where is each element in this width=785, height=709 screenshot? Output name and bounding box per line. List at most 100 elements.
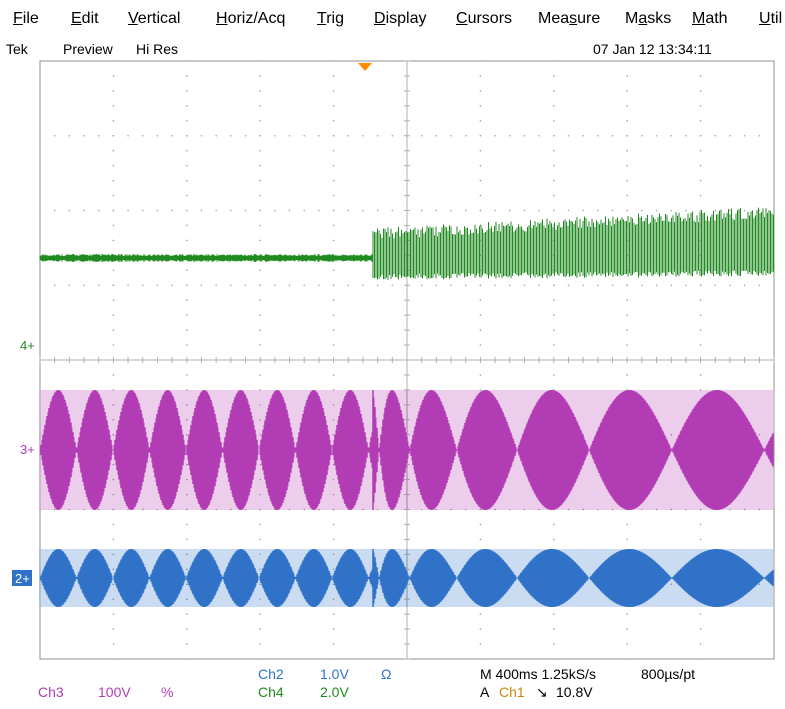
grid-dot: [538, 284, 540, 287]
grid-dot: [626, 179, 628, 182]
grid-dot: [230, 134, 232, 137]
ch3-scale-readout[interactable]: 100V: [98, 684, 131, 700]
grid-dot: [259, 75, 262, 77]
ch2-ground-marker[interactable]: 2+: [15, 571, 30, 586]
grid-dot: [186, 194, 188, 197]
grid-dot: [729, 134, 731, 137]
menu-horiz-acq[interactable]: Horiz/Acq: [216, 10, 286, 27]
grid-dot: [127, 134, 129, 137]
menu-masks[interactable]: Masks: [625, 10, 672, 27]
ch4-ground-marker[interactable]: 4+: [20, 338, 35, 353]
waveform-display[interactable]: 4+ 3+ 2+: [0, 60, 785, 660]
ch2-scale-readout[interactable]: 1.0V: [320, 666, 349, 682]
grid-dot: [553, 643, 555, 645]
menu-cursors[interactable]: Cursors: [456, 10, 513, 27]
grid-dot: [508, 134, 511, 137]
grid-dot: [288, 284, 291, 287]
menu-trig[interactable]: Trig: [317, 10, 344, 27]
ch4-waveform: [39, 207, 774, 280]
trigger-source-readout[interactable]: Ch1: [499, 684, 525, 700]
grid-dot: [141, 508, 144, 511]
grid-dot: [259, 120, 262, 122]
grid-dot: [582, 284, 584, 287]
grid-dot: [112, 344, 115, 346]
grid-dot: [626, 164, 628, 167]
grid-dot: [553, 613, 555, 615]
grid-dot: [244, 134, 247, 137]
grid-dot: [127, 209, 129, 212]
trigger-position-marker[interactable]: [358, 63, 372, 71]
menu-util[interactable]: Util: [759, 10, 783, 27]
grid-dot: [112, 643, 115, 645]
grid-dot: [538, 134, 540, 137]
ch2-readout-label[interactable]: Ch2: [258, 666, 284, 682]
grid-dot: [523, 209, 526, 212]
grid-dot: [479, 643, 482, 645]
grid-dot: [53, 284, 56, 287]
grid-dot: [332, 344, 335, 346]
grid-dot: [332, 374, 335, 376]
grid-dot: [758, 433, 761, 436]
acq-mode-label: Hi Res: [136, 41, 179, 57]
grid-dot: [553, 90, 555, 92]
grid-dot: [655, 209, 658, 212]
grid-dot: [538, 209, 540, 212]
ch4-readout-label[interactable]: Ch4: [258, 684, 284, 700]
ch2-marker-box[interactable]: [12, 570, 32, 586]
menu-edit[interactable]: Edit: [71, 10, 99, 27]
menu-vertical[interactable]: Vertical: [128, 10, 181, 27]
ch2-waveform: [40, 549, 774, 607]
grid-dot: [699, 329, 702, 331]
menu-math[interactable]: Math: [692, 10, 728, 27]
ch4-scale-readout[interactable]: 2.0V: [320, 684, 349, 700]
grid-dot: [773, 209, 775, 212]
grid-dot: [743, 284, 746, 287]
ch3-readout-label[interactable]: Ch3: [38, 684, 64, 700]
timebase-readout[interactable]: M 400ms 1.25kS/s: [480, 666, 596, 682]
grid-dot: [112, 329, 115, 331]
grid-dot: [186, 463, 188, 466]
grid-dot: [332, 239, 335, 242]
grid-dot: [479, 658, 482, 660]
grid-dot: [685, 134, 687, 137]
grid-dot: [112, 224, 115, 227]
grid-dot: [186, 433, 188, 436]
grid-dot: [259, 269, 262, 272]
menu-measure[interactable]: Measure: [538, 10, 601, 27]
grid-dot: [479, 194, 482, 197]
grid-dot: [186, 553, 188, 556]
grid-dot: [186, 568, 188, 571]
grid-dot: [553, 60, 555, 62]
grid-dot: [186, 179, 188, 182]
menu-file[interactable]: File: [13, 10, 39, 27]
ch3-ground-marker[interactable]: 3+: [20, 442, 35, 457]
grid-dot: [112, 209, 115, 212]
grid-dot: [714, 134, 717, 137]
grid-dot: [699, 105, 702, 107]
grid-dot: [626, 374, 628, 376]
grid-dot: [53, 209, 56, 212]
menu-bar: File Edit Vertical Horiz/Acq Trig Displa…: [0, 0, 785, 38]
grid-dot: [288, 209, 291, 212]
brand-label: Tek: [6, 41, 28, 57]
grid-dot: [318, 284, 320, 287]
grid-dot: [626, 643, 628, 645]
grid-dot: [567, 284, 570, 287]
grid-dot: [274, 508, 276, 511]
grid-dot: [347, 134, 350, 137]
grid-dot: [773, 508, 775, 511]
grid-dot: [391, 209, 394, 212]
grid-dot: [259, 523, 262, 526]
grid-dot: [553, 75, 555, 77]
grid-dot: [567, 209, 570, 212]
grid-dot: [259, 179, 262, 182]
grid-dot: [186, 374, 188, 376]
grid-dot: [303, 209, 306, 212]
grid-dot: [685, 284, 687, 287]
trigger-level-readout[interactable]: 10.8V: [556, 684, 593, 700]
grid-dot: [259, 613, 262, 615]
grid-dot: [553, 658, 555, 660]
grid-dot: [758, 284, 761, 287]
grid-dot: [479, 120, 482, 122]
menu-display[interactable]: Display: [374, 10, 427, 27]
